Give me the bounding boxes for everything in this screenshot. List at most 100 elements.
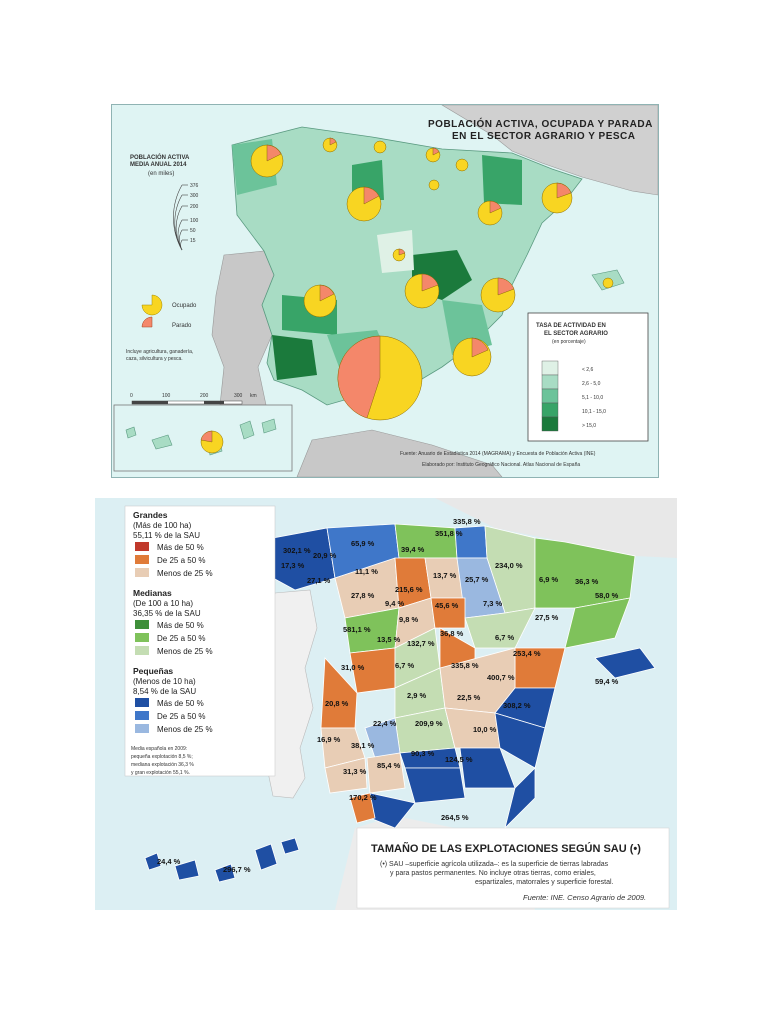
- province-label: 581,1 %: [343, 625, 371, 634]
- province-label: 31,0 %: [341, 663, 365, 672]
- media-line1: Media española en 2009:: [131, 746, 187, 752]
- scale-unit: km: [250, 393, 257, 399]
- pop-legend-circles: [173, 184, 188, 251]
- africa-shape: [296, 429, 503, 477]
- swatch-medianas-0: [135, 620, 149, 629]
- province-label: 9,4 %: [385, 599, 405, 608]
- provinces: [144, 523, 656, 883]
- legend-pequenas-item-0: Más de 50 %: [157, 699, 204, 708]
- legend-medianas-item-2: Menos de 25 %: [157, 647, 213, 656]
- size-legend-box: [124, 505, 276, 777]
- province-label: 31,3 %: [343, 767, 367, 776]
- province-label: 58,0 %: [595, 591, 619, 600]
- legend-pequenas-item-2: Menos de 25 %: [157, 725, 213, 734]
- map2-title: TAMAÑO DE LAS EXPLOTACIONES SEGÚN SAU (•…: [371, 842, 641, 855]
- swatch-medianas-1: [135, 633, 149, 642]
- province-label: 296,7 %: [223, 865, 251, 874]
- rate-class-3: 10,1 - 15,0: [582, 409, 606, 415]
- farm-size-map-svg: Grandes (Más de 100 ha) 55,11 % de la SA…: [124, 498, 677, 910]
- scale-tick-1: 100: [162, 393, 171, 399]
- pop-value-4: 50: [190, 228, 196, 234]
- legend-grandes-item-2: Menos de 25 %: [157, 569, 213, 578]
- activity-map: POBLACIÓN ACTIVA, OCUPADA Y PARADA EN EL…: [111, 104, 659, 478]
- pop-value-1: 300: [190, 193, 199, 199]
- province-label: 234,0 %: [495, 561, 523, 570]
- province-label: 38,1 %: [351, 741, 375, 750]
- swatch-pequenas-2: [135, 724, 149, 733]
- swatch-grandes-0: [135, 542, 149, 551]
- province-label: 85,4 %: [377, 761, 401, 770]
- province-label: 253,4 %: [513, 649, 541, 658]
- legend-pequenas-item-1: De 25 a 50 %: [157, 712, 205, 721]
- province-label: 27,8 %: [351, 591, 375, 600]
- province-label: 351,8 %: [435, 529, 463, 538]
- swatch-pequenas-1: [135, 711, 149, 720]
- legend-grandes-sub2: 55,11 % de la SAU: [133, 531, 200, 540]
- legend-grandes-sub1: (Más de 100 ha): [133, 521, 192, 530]
- province-label: 335,8 %: [451, 661, 479, 670]
- province-label: 215,6 %: [395, 585, 423, 594]
- province-labels: 302,1 % 20,9 % 65,9 % 39,4 % 351,8 % 335…: [157, 517, 619, 874]
- note-line1: Incluye agricultura, ganadería,: [126, 349, 193, 355]
- province-label: 132,7 %: [407, 639, 435, 648]
- map1-title-line1: POBLACIÓN ACTIVA, OCUPADA Y PARADA: [428, 117, 653, 130]
- province-label: 90,3 %: [411, 749, 435, 758]
- province-label: 16,9 %: [317, 735, 341, 744]
- province-label: 6,7 %: [495, 633, 515, 642]
- province-label: 17,3 %: [281, 561, 305, 570]
- province-mid1: [482, 155, 522, 205]
- pop-legend-unit: (en miles): [148, 171, 174, 177]
- map1-credit: Elaborado por: Instituto Geográfico Naci…: [422, 462, 580, 468]
- province-label: 25,7 %: [465, 575, 489, 584]
- province-label: 170,2 %: [349, 793, 377, 802]
- province-label: 302,1 %: [283, 546, 311, 555]
- province-label: 6,7 %: [395, 661, 415, 670]
- parado-label: Parado: [172, 323, 192, 329]
- rate-class-1: 2,6 - 5,0: [582, 381, 601, 387]
- province-label: 39,4 %: [401, 545, 425, 554]
- swatch-grandes-2: [135, 568, 149, 577]
- province-label: 335,8 %: [453, 517, 481, 526]
- map2-note-line2: y para pastos permanentes. No incluye ot…: [390, 870, 596, 877]
- province-label: 45,6 %: [435, 601, 459, 610]
- province-label: 308,2 %: [503, 701, 531, 710]
- map1-title-line2: EN EL SECTOR AGRARIO Y PESCA: [452, 131, 635, 142]
- legend-medianas-title: Medianas: [133, 588, 172, 598]
- activity-map-svg: POBLACIÓN ACTIVA, OCUPADA Y PARADA EN EL…: [113, 105, 658, 477]
- scale-tick-0: 0: [130, 393, 133, 399]
- pop-value-0: 376: [190, 183, 199, 189]
- rate-class-2: 5,1 - 10,0: [582, 395, 603, 401]
- province-label: 6,9 %: [539, 575, 559, 584]
- province-label: 13,7 %: [433, 571, 457, 580]
- media-line2: pequeña explotación 8,5 %;: [131, 754, 193, 760]
- france2-shape: [435, 498, 677, 558]
- province-dark2: [272, 335, 317, 380]
- pop-legend-title2: MEDIA ANUAL 2014: [130, 162, 187, 168]
- rate-legend-unit: (en porcentaje): [552, 339, 586, 345]
- legend-medianas-sub2: 36,35 % de la SAU: [133, 609, 201, 618]
- map2-note-line1: (•) SAU –superficie agrícola utilizada–:…: [380, 861, 609, 868]
- swatch-grandes-1: [135, 555, 149, 564]
- province-label: 36,8 %: [440, 629, 464, 638]
- province-label: 124,5 %: [445, 755, 473, 764]
- swatch-medianas-2: [135, 646, 149, 655]
- pop-legend-title1: POBLACIÓN ACTIVA: [130, 153, 190, 161]
- scale-bar: [131, 400, 243, 405]
- media-line3: mediana explotación 36,3 %: [131, 762, 194, 768]
- pop-value-2: 200: [190, 204, 199, 210]
- province-label: 59,4 %: [595, 677, 619, 686]
- province-label: 27,1 %: [307, 576, 331, 585]
- pop-value-5: 15: [190, 238, 196, 244]
- legend-grandes-item-1: De 25 a 50 %: [157, 556, 205, 565]
- province-label: 65,9 %: [351, 539, 375, 548]
- pie-markers: [200, 137, 614, 454]
- province-label: 27,5 %: [535, 613, 559, 622]
- map1-source: Fuente: Anuario de Estadística 2014 (MAG…: [400, 451, 596, 457]
- ocupado-label: Ocupado: [172, 303, 197, 309]
- province-label: 22,4 %: [373, 719, 397, 728]
- province-label: 13,5 %: [377, 635, 401, 644]
- province-label: 264,5 %: [441, 813, 469, 822]
- province-label: 20,9 %: [313, 551, 337, 560]
- rate-legend-swatches: [541, 360, 559, 432]
- scale-tick-2: 200: [200, 393, 209, 399]
